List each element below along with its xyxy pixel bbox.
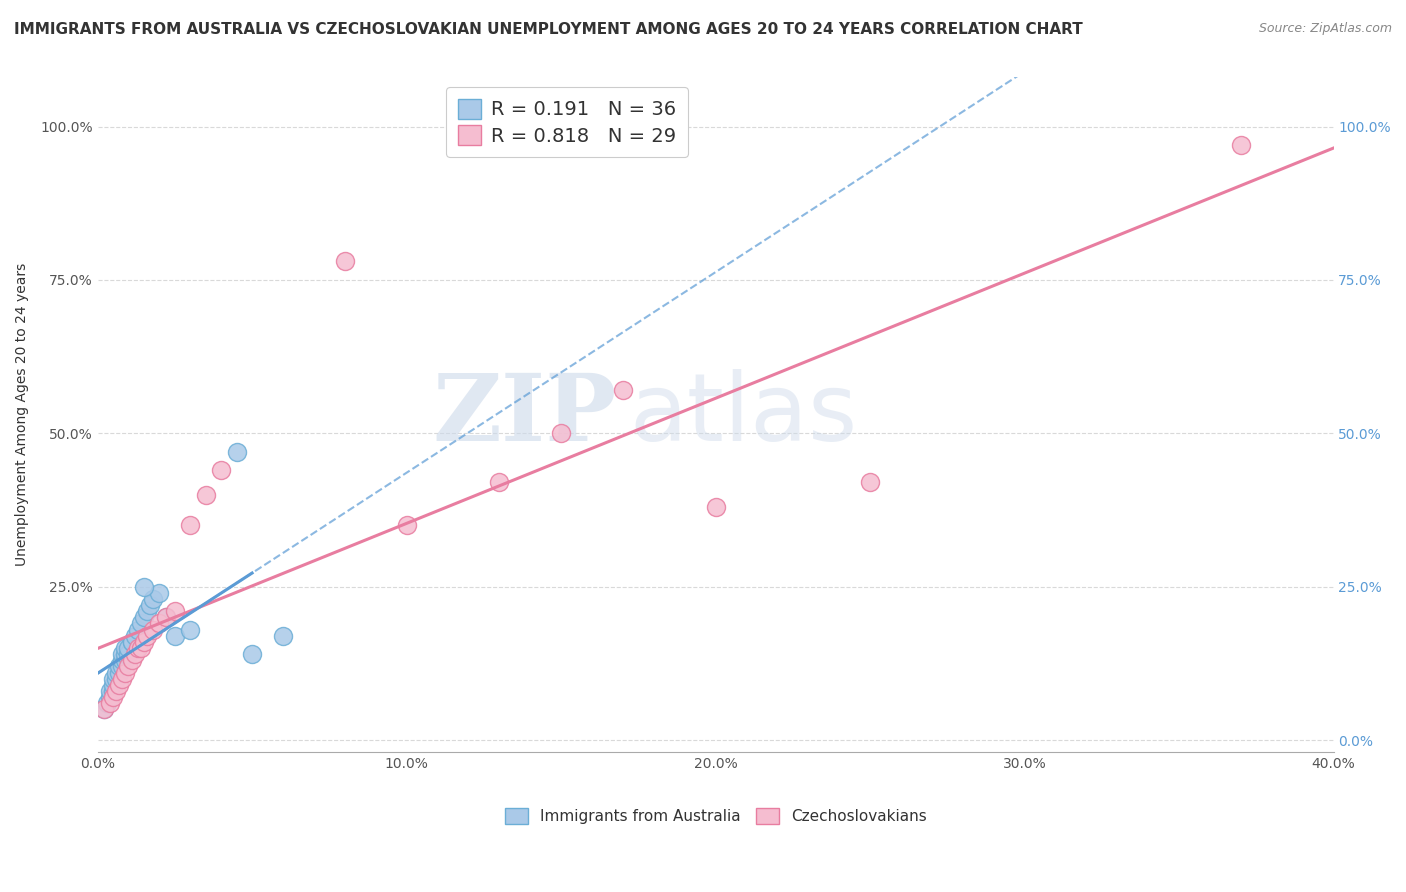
Point — [93, 702, 115, 716]
Point — [98, 690, 121, 704]
Point — [1230, 137, 1253, 152]
Point — [132, 610, 155, 624]
Point — [101, 684, 124, 698]
Point — [194, 488, 217, 502]
Point — [142, 623, 165, 637]
Point — [121, 635, 143, 649]
Point — [111, 653, 134, 667]
Point — [127, 623, 149, 637]
Point — [101, 678, 124, 692]
Point — [121, 653, 143, 667]
Point — [121, 635, 143, 649]
Point — [111, 672, 134, 686]
Point — [225, 444, 247, 458]
Point — [129, 616, 152, 631]
Point — [93, 702, 115, 716]
Point — [148, 586, 170, 600]
Point — [111, 659, 134, 673]
Point — [114, 665, 136, 680]
Point — [96, 696, 118, 710]
Text: Source: ZipAtlas.com: Source: ZipAtlas.com — [1258, 22, 1392, 36]
Y-axis label: Unemployment Among Ages 20 to 24 years: Unemployment Among Ages 20 to 24 years — [15, 263, 30, 566]
Point — [105, 672, 128, 686]
Point — [209, 463, 232, 477]
Point — [395, 518, 418, 533]
Point — [136, 604, 159, 618]
Point — [163, 604, 186, 618]
Point — [704, 500, 727, 514]
Point — [101, 672, 124, 686]
Point — [117, 647, 139, 661]
Point — [550, 426, 572, 441]
Point — [114, 640, 136, 655]
Point — [114, 647, 136, 661]
Text: ZIP: ZIP — [433, 370, 617, 460]
Point — [105, 684, 128, 698]
Point — [488, 475, 510, 490]
Point — [129, 640, 152, 655]
Point — [859, 475, 882, 490]
Point — [105, 665, 128, 680]
Point — [333, 254, 356, 268]
Point — [127, 640, 149, 655]
Point — [124, 647, 146, 661]
Point — [124, 629, 146, 643]
Point — [612, 384, 634, 398]
Point — [111, 647, 134, 661]
Point — [98, 696, 121, 710]
Point — [240, 647, 263, 661]
Point — [101, 690, 124, 704]
Point — [142, 591, 165, 606]
Point — [108, 659, 131, 673]
Text: IMMIGRANTS FROM AUSTRALIA VS CZECHOSLOVAKIAN UNEMPLOYMENT AMONG AGES 20 TO 24 YE: IMMIGRANTS FROM AUSTRALIA VS CZECHOSLOVA… — [14, 22, 1083, 37]
Point — [179, 623, 201, 637]
Point — [114, 653, 136, 667]
Point — [139, 598, 162, 612]
Legend: Immigrants from Australia, Czechoslovakians: Immigrants from Australia, Czechoslovaki… — [496, 800, 934, 831]
Point — [148, 616, 170, 631]
Point — [163, 629, 186, 643]
Point — [155, 610, 177, 624]
Point — [108, 678, 131, 692]
Point — [155, 610, 177, 624]
Point — [108, 665, 131, 680]
Point — [117, 659, 139, 673]
Point — [132, 580, 155, 594]
Point — [117, 640, 139, 655]
Point — [132, 635, 155, 649]
Point — [179, 518, 201, 533]
Point — [271, 629, 294, 643]
Text: atlas: atlas — [628, 369, 858, 461]
Point — [136, 629, 159, 643]
Point — [98, 684, 121, 698]
